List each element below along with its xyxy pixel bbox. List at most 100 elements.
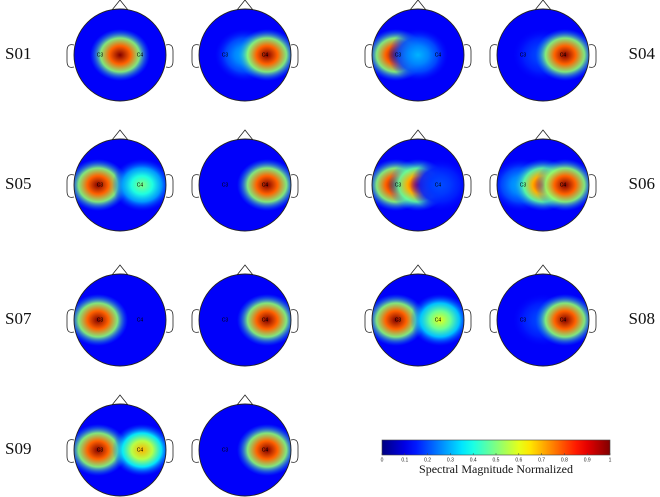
hotspots <box>74 159 166 211</box>
electrode-label: C3 <box>395 182 402 188</box>
ear <box>66 439 75 463</box>
colorbar-tick-label: 0.4 <box>470 457 477 463</box>
colorbar-tick-label: 1 <box>609 457 612 463</box>
topo-map: C3 C4 <box>364 0 472 102</box>
nose <box>534 264 552 276</box>
colorbar-tick-label: 0 <box>381 457 384 463</box>
electrode-label: C4 <box>560 317 567 323</box>
head-outline <box>73 8 167 102</box>
hotspots <box>199 294 291 346</box>
topo-map: C3 C4 <box>489 129 597 232</box>
topo-map: C3 C4 <box>66 394 174 497</box>
electrode-label: C3 <box>222 182 229 188</box>
subject-label: S05 <box>5 174 31 193</box>
ear <box>290 44 299 68</box>
ear <box>66 309 75 333</box>
nose <box>111 394 129 406</box>
ear <box>364 174 373 198</box>
head-outline <box>496 273 590 367</box>
head-outline <box>371 138 465 232</box>
colorbar-tick-label: 0.6 <box>515 457 522 463</box>
head-outline <box>198 138 292 232</box>
ear <box>290 309 299 333</box>
electrode-label: C3 <box>97 182 104 188</box>
nose <box>409 129 427 141</box>
hotspot <box>237 159 291 211</box>
ear <box>463 309 472 333</box>
electrode-label: C4 <box>262 52 269 58</box>
colorbar-tick-label: 0.2 <box>424 457 431 463</box>
nose <box>534 129 552 141</box>
hotspots <box>74 294 166 346</box>
nose <box>111 129 129 141</box>
electrode-label: C4 <box>435 52 442 58</box>
hotspot <box>112 424 166 476</box>
ear <box>588 44 597 68</box>
electrode-label: C4 <box>435 317 442 323</box>
electrode-label: C3 <box>395 317 402 323</box>
head-outline <box>198 403 292 497</box>
hotspot <box>112 294 166 346</box>
colorbar-tick-label: 0.1 <box>401 457 408 463</box>
electrode-label: C4 <box>262 447 269 453</box>
head-outline <box>73 403 167 497</box>
electrode-label: C4 <box>262 182 269 188</box>
colorbar-label: Spectral Magnitude Normalized <box>419 462 573 476</box>
nose <box>534 0 552 11</box>
electrode-label: C4 <box>435 182 442 188</box>
head-outline <box>73 273 167 367</box>
hotspot <box>237 29 291 81</box>
hotspots <box>74 29 166 81</box>
colorbar-tick-label: 0.8 <box>561 457 568 463</box>
nose <box>111 0 129 11</box>
ear <box>165 174 174 198</box>
head-outline <box>496 8 590 102</box>
electrode-label: C3 <box>520 52 527 58</box>
topo-map: C3 C4 <box>66 129 174 232</box>
hotspots <box>497 294 589 346</box>
colorbar-tick-label: 0.3 <box>447 457 454 463</box>
head-outline <box>371 273 465 367</box>
electrode-label: C3 <box>520 317 527 323</box>
hotspots <box>199 29 291 81</box>
colorbar <box>381 439 611 456</box>
subject-label: S08 <box>629 309 655 328</box>
ear <box>165 44 174 68</box>
electrode-label: C3 <box>97 317 104 323</box>
hotspots <box>372 29 464 81</box>
hotspot <box>410 29 464 81</box>
topo-map: C3 C4 <box>191 0 299 102</box>
nose <box>236 264 254 276</box>
hotspot <box>112 159 166 211</box>
subject-label: S04 <box>629 44 656 63</box>
ear <box>588 309 597 333</box>
hotspots <box>497 159 589 211</box>
electrode-label: C4 <box>560 52 567 58</box>
ear <box>191 174 200 198</box>
ear <box>165 439 174 463</box>
ear <box>191 44 200 68</box>
electrode-label: C3 <box>395 52 402 58</box>
colorbar-tick-label: 0.5 <box>493 457 500 463</box>
topo-map: C3 C4 <box>191 264 299 367</box>
head-outline <box>496 138 590 232</box>
electrode-label: C3 <box>520 182 527 188</box>
topo-map: C3 C4 <box>364 129 472 232</box>
hotspot <box>112 29 166 81</box>
hotspot <box>237 424 291 476</box>
head-outline <box>198 8 292 102</box>
ear <box>364 309 373 333</box>
head-outline <box>371 8 465 102</box>
head-outline <box>198 273 292 367</box>
ear <box>290 439 299 463</box>
ear <box>463 174 472 198</box>
nose <box>409 0 427 11</box>
ear <box>588 174 597 198</box>
hotspot <box>535 29 589 81</box>
topo-map: C3 C4 <box>191 129 299 232</box>
hotspot <box>410 159 464 211</box>
nose <box>409 264 427 276</box>
ear <box>66 44 75 68</box>
subject-label: S07 <box>5 309 32 328</box>
